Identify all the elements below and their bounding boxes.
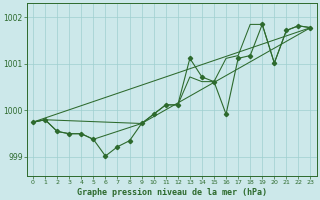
X-axis label: Graphe pression niveau de la mer (hPa): Graphe pression niveau de la mer (hPa) [77, 188, 267, 197]
